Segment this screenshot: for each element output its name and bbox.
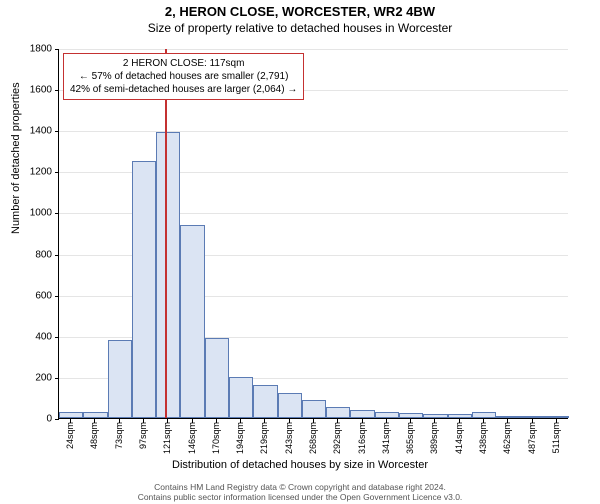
histogram-bar [326,407,350,418]
y-tick-label: 0 [46,414,52,425]
y-tick-label: 800 [35,249,52,260]
annotation-box: 2 HERON CLOSE: 117sqm← 57% of detached h… [63,53,304,100]
x-tick-label: 462sqm [502,422,512,454]
histogram-bar [59,412,83,418]
histogram-bar [375,412,399,418]
histogram-bar [302,400,326,419]
histogram-bar [83,412,107,418]
histogram-bar [180,225,204,418]
histogram-bar [545,416,569,418]
x-tick-label: 73sqm [114,422,124,449]
x-tick-label: 511sqm [551,422,561,453]
chart-title: 2, HERON CLOSE, WORCESTER, WR2 4BW [0,4,600,19]
y-tick-label: 400 [35,331,52,342]
y-tick-label: 1600 [30,85,52,96]
histogram-bar [472,412,496,418]
x-tick-label: 24sqm [65,422,75,449]
copyright-text: Contains HM Land Registry data © Crown c… [0,482,600,502]
x-tick-label: 194sqm [235,422,245,454]
annotation-line: 42% of semi-detached houses are larger (… [70,83,297,96]
x-tick-label: 438sqm [478,422,488,454]
histogram-bar [423,414,447,418]
copyright-line-2: Contains public sector information licen… [0,492,600,502]
y-tick-label: 600 [35,290,52,301]
histogram-bar [278,393,302,418]
histogram-bar [350,410,374,418]
y-tick-label: 1800 [30,44,52,55]
x-tick-label: 170sqm [211,422,221,454]
histogram-bar [108,340,132,418]
histogram-bar [132,161,156,418]
plot-area: 2 HERON CLOSE: 117sqm← 57% of detached h… [58,49,568,419]
histogram-bar [496,416,520,418]
x-tick-label: 268sqm [308,422,318,454]
x-tick-label: 219sqm [259,422,269,454]
x-tick-label: 243sqm [284,422,294,454]
histogram-bar [448,414,472,418]
copyright-line-1: Contains HM Land Registry data © Crown c… [0,482,600,492]
x-axis-label: Distribution of detached houses by size … [0,459,600,471]
annotation-line: ← 57% of detached houses are smaller (2,… [70,70,297,83]
histogram-bars [59,49,568,418]
x-tick-label: 365sqm [405,422,415,454]
x-tick-label: 121sqm [162,422,172,454]
histogram-bar [229,377,253,418]
x-tick-label: 97sqm [138,422,148,449]
x-tick-label: 292sqm [332,422,342,454]
y-axis-label: Number of detached properties [10,82,22,234]
histogram-bar [253,385,277,418]
histogram-bar [520,416,544,418]
y-tick-label: 1400 [30,126,52,137]
y-tick-label: 1000 [30,208,52,219]
x-tick-label: 48sqm [89,422,99,449]
x-tick-label: 316sqm [357,422,367,454]
x-tick-label: 487sqm [527,422,537,454]
chart-subtitle: Size of property relative to detached ho… [0,21,600,35]
y-tick-label: 200 [35,372,52,383]
chart-area: 2 HERON CLOSE: 117sqm← 57% of detached h… [58,49,568,419]
reference-line [165,49,167,418]
x-tick-label: 146sqm [187,422,197,454]
x-tick-label: 414sqm [454,422,464,454]
histogram-bar [156,132,180,418]
annotation-line: 2 HERON CLOSE: 117sqm [70,57,297,70]
x-tick-label: 389sqm [429,422,439,454]
histogram-bar [399,413,423,418]
histogram-bar [205,338,229,418]
x-tick-label: 341sqm [381,422,391,454]
y-tick-label: 1200 [30,167,52,178]
